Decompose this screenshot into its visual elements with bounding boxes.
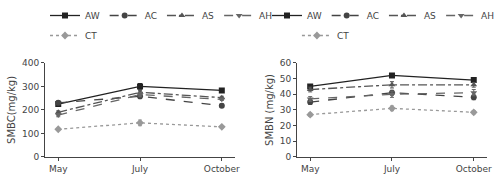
svg-text:CT: CT [85, 31, 97, 41]
svg-text:40: 40 [280, 89, 292, 99]
svg-text:30: 30 [280, 105, 292, 115]
svg-text:AW: AW [85, 11, 100, 21]
svg-text:10: 10 [280, 136, 292, 146]
svg-text:SMBN (mg/kg): SMBN (mg/kg) [264, 74, 275, 146]
svg-text:July: July [131, 164, 149, 174]
svg-text:CT: CT [337, 31, 349, 41]
svg-text:October: October [204, 164, 240, 174]
svg-text:200: 200 [22, 105, 39, 115]
svg-text:300: 300 [22, 82, 39, 92]
svg-text:May: May [301, 164, 320, 174]
svg-text:50: 50 [280, 74, 292, 84]
svg-text:AW: AW [307, 11, 322, 21]
svg-text:October: October [456, 164, 492, 174]
svg-text:100: 100 [22, 129, 39, 139]
svg-text:0: 0 [33, 152, 39, 162]
svg-text:AC: AC [145, 11, 157, 21]
svg-text:AS: AS [424, 11, 436, 21]
svg-text:AS: AS [202, 11, 214, 21]
svg-text:May: May [49, 164, 68, 174]
svg-text:400: 400 [22, 58, 39, 68]
svg-text:0: 0 [285, 152, 291, 162]
svg-text:AC: AC [367, 11, 379, 21]
svg-text:SMBC(mg/kg): SMBC(mg/kg) [6, 76, 17, 144]
svg-text:AH: AH [259, 11, 272, 21]
svg-text:20: 20 [280, 121, 292, 131]
svg-text:July: July [383, 164, 401, 174]
svg-text:AH: AH [481, 11, 494, 21]
svg-text:60: 60 [280, 58, 292, 68]
